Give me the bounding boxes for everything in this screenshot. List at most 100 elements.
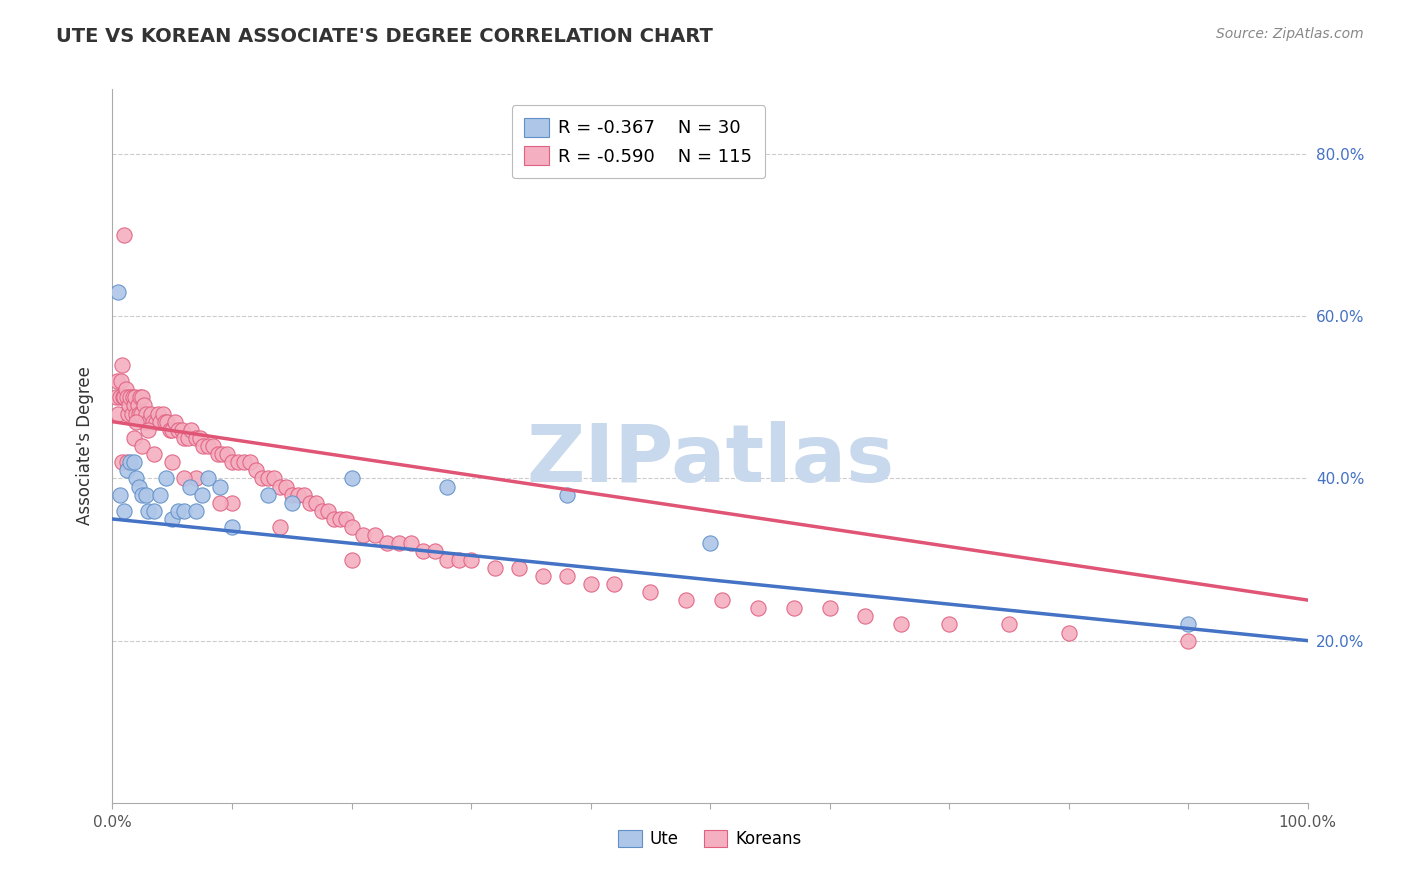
Point (129, 407, 152, 421)
Point (162, 455, 183, 469)
Point (120, 390, 142, 404)
Point (125, 415, 148, 429)
Point (377, 536, 399, 550)
Point (447, 552, 470, 566)
Point (177, 431, 200, 445)
Point (111, 358, 134, 372)
Point (311, 504, 333, 518)
Text: UTE VS KOREAN ASSOCIATE'S DEGREE CORRELATION CHART: UTE VS KOREAN ASSOCIATE'S DEGREE CORRELA… (56, 27, 713, 45)
Point (173, 431, 195, 445)
Point (484, 560, 506, 574)
Point (221, 455, 243, 469)
Point (115, 390, 138, 404)
Point (114, 228, 135, 243)
Point (114, 504, 135, 518)
Point (209, 479, 232, 493)
Point (193, 439, 215, 453)
Point (162, 512, 183, 526)
Point (180, 423, 202, 437)
Point (159, 423, 181, 437)
Point (340, 520, 363, 534)
Point (263, 471, 285, 485)
Point (186, 471, 208, 485)
Point (105, 390, 128, 404)
Point (128, 479, 150, 493)
Point (149, 488, 172, 502)
Point (340, 552, 363, 566)
Point (425, 544, 447, 558)
Point (152, 407, 174, 421)
Point (274, 479, 297, 493)
Point (112, 390, 135, 404)
Point (124, 390, 146, 404)
Point (145, 415, 167, 429)
Point (173, 471, 195, 485)
Point (890, 617, 912, 632)
Point (250, 471, 273, 485)
Point (436, 552, 458, 566)
Point (782, 601, 804, 615)
Point (191, 488, 214, 502)
Point (114, 390, 135, 404)
Point (115, 455, 138, 469)
Point (105, 374, 128, 388)
Point (138, 423, 160, 437)
Point (146, 407, 169, 421)
Point (322, 512, 344, 526)
Point (110, 374, 132, 388)
Point (508, 560, 530, 574)
Point (135, 488, 157, 502)
Point (131, 488, 153, 502)
Point (329, 512, 352, 526)
Point (125, 407, 148, 421)
Point (131, 390, 153, 404)
Point (186, 504, 208, 518)
Point (257, 471, 280, 485)
Point (155, 471, 177, 485)
Point (120, 455, 142, 469)
Point (197, 439, 219, 453)
Legend: Ute, Koreans: Ute, Koreans (612, 823, 808, 855)
Point (122, 431, 145, 445)
Point (121, 390, 143, 404)
Point (603, 577, 626, 591)
Point (579, 577, 602, 591)
Point (555, 568, 578, 582)
Point (179, 479, 201, 493)
Point (998, 617, 1021, 632)
Point (128, 407, 150, 421)
Point (132, 399, 155, 413)
Point (117, 407, 139, 421)
Point (186, 431, 208, 445)
Point (269, 479, 291, 493)
Point (287, 488, 309, 502)
Point (156, 415, 179, 429)
Point (138, 415, 160, 429)
Point (115, 463, 138, 477)
Point (316, 504, 339, 518)
Point (114, 382, 136, 396)
Point (122, 399, 145, 413)
Point (129, 390, 152, 404)
Point (364, 528, 387, 542)
Point (162, 423, 183, 437)
Point (108, 488, 131, 502)
Point (436, 479, 458, 493)
Point (107, 285, 129, 299)
Point (125, 471, 148, 485)
Text: ZIPatlas: ZIPatlas (526, 421, 894, 500)
Point (269, 520, 291, 534)
Point (134, 415, 156, 429)
Point (143, 447, 166, 461)
Point (217, 447, 239, 461)
Point (122, 455, 145, 469)
Point (305, 496, 328, 510)
Point (335, 512, 357, 526)
Point (226, 455, 249, 469)
Point (281, 496, 304, 510)
Point (1177, 617, 1199, 632)
Point (239, 455, 262, 469)
Point (139, 407, 162, 421)
Point (257, 488, 280, 502)
Point (675, 593, 697, 607)
